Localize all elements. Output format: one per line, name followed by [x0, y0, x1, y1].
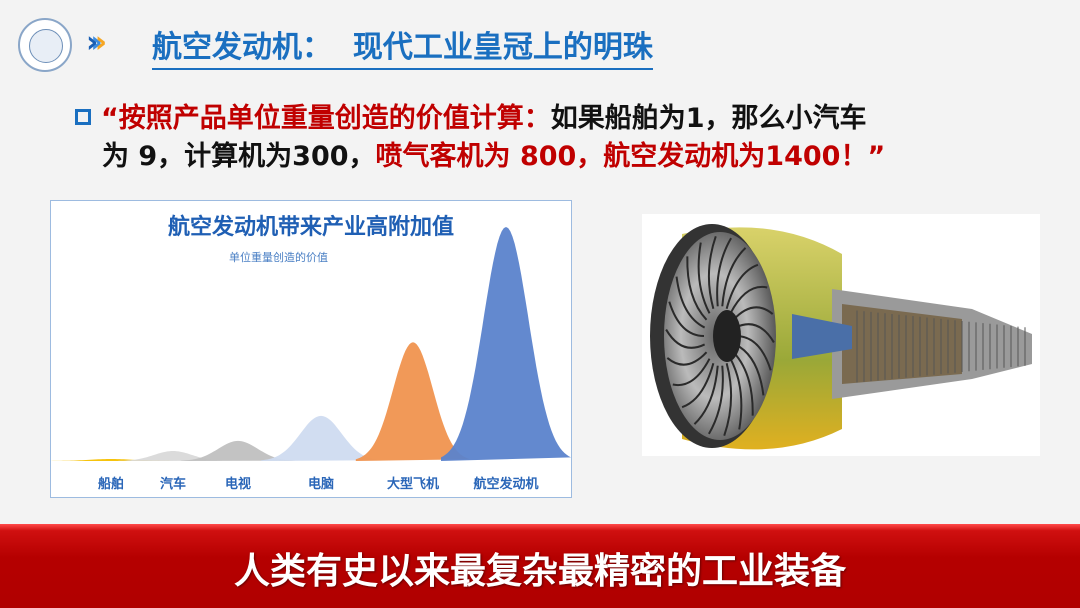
square-bullet-icon [75, 109, 91, 125]
category-label: 船舶 [97, 477, 125, 492]
bottom-banner: 人类有史以来最复杂最精密的工业装备 [0, 524, 1080, 608]
value-chart: 航空发动机带来产业高附加值 单位重量创造的价值 船舶 汽车 电视 电脑 大型飞机 航空发动… [50, 200, 572, 498]
turbofan-engine-icon [650, 224, 1032, 450]
category-label: 电视 [224, 477, 252, 492]
university-logo [18, 18, 72, 72]
category-label: 汽车 [159, 477, 187, 492]
quote-text: “按照产品单位重量创造的价值计算：如果船舶为1，那么小汽车 为 9，计算机为30… [75, 100, 1035, 176]
page-title: 航空发动机： 现代工业皇冠上的明珠 [152, 22, 653, 70]
category-label: 航空发动机 [473, 477, 539, 492]
peak-2 [180, 440, 296, 461]
quote-part-2: 如果船舶为1，那么小汽车 [550, 103, 867, 134]
chart-subtitle: 单位重量创造的价值 [229, 251, 328, 264]
quote-part-3: 为 9，计算机为300， [102, 141, 376, 172]
peak-3 [261, 415, 381, 461]
category-label: 大型飞机 [386, 477, 440, 492]
chart-svg [51, 227, 571, 461]
chart-title: 航空发动机带来产业高附加值 [167, 215, 454, 240]
peak-5 [441, 227, 571, 461]
chevron-icon: › › › [86, 25, 108, 60]
peak-4 [355, 342, 471, 461]
category-label: 电脑 [307, 477, 335, 492]
quote-part-4: 喷气客机为 800，航空发动机为1400！” [375, 141, 886, 172]
engine-cutaway-image [642, 214, 1040, 456]
quote-part-1: “按照产品单位重量创造的价值计算： [101, 103, 551, 134]
banner-text: 人类有史以来最复杂最精密的工业装备 [233, 551, 846, 592]
